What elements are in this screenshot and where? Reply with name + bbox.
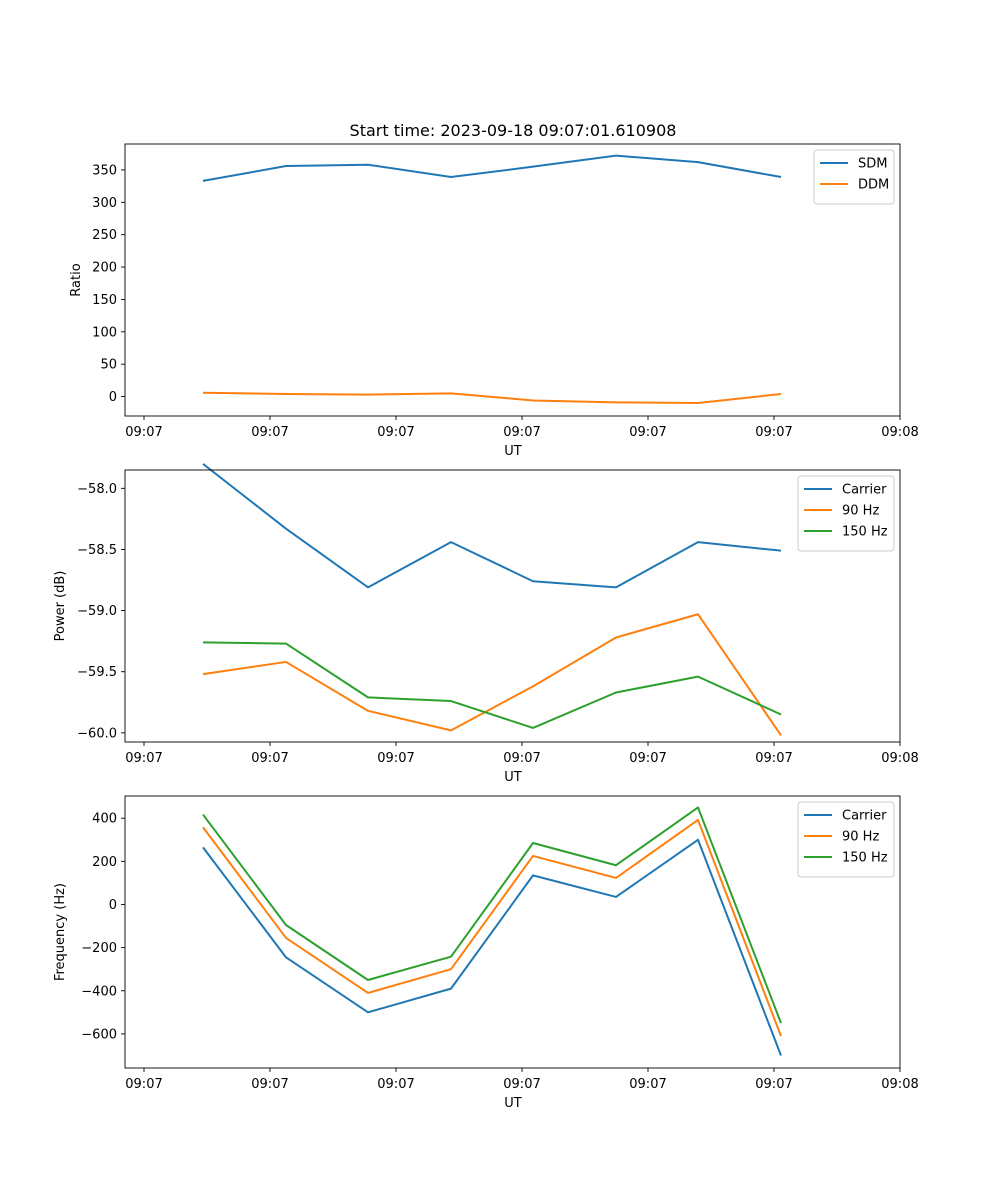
legend-label: Carrier — [842, 483, 887, 498]
series-line-carrier — [202, 838, 782, 1056]
y-axis-label: Power (dB) — [53, 571, 68, 642]
x-tick-label: 09:07 — [251, 751, 288, 766]
x-tick-label: 09:07 — [377, 1077, 414, 1092]
legend-label: SDM — [858, 157, 887, 172]
x-tick-label: 09:07 — [377, 751, 414, 766]
y-tick-label: −400 — [81, 984, 117, 999]
y-tick-label: 350 — [92, 163, 117, 178]
subplot-1: 09:07 09:07 09:07 09:07 09:07 09:07 09:08 0 50 10… — [69, 143, 919, 459]
x-tick-label: 09:07 — [125, 751, 162, 766]
y-tick-label: −200 — [81, 941, 117, 956]
y-tick-label: 400 — [92, 812, 117, 827]
y-tick-label: 0 — [109, 390, 117, 405]
x-tick-label: 09:07 — [503, 1077, 540, 1092]
x-axis-label: UT — [504, 1096, 522, 1111]
legend-box — [797, 801, 895, 878]
legend-label: DDM — [858, 178, 889, 193]
x-axis-label: UT — [504, 444, 522, 459]
axes-frame — [124, 795, 901, 1069]
figure-title: Start time: 2023-09-18 09:07:01.610908 — [350, 121, 677, 140]
legend-label: 90 Hz — [842, 830, 879, 845]
series-group — [202, 154, 782, 405]
y-tick-label: 50 — [100, 358, 117, 373]
series-line-90-hz — [202, 818, 782, 1037]
y-tick-label: −59.0 — [77, 604, 117, 619]
legend: Carrier 90 Hz 150 Hz — [797, 475, 895, 552]
series-group — [202, 806, 782, 1056]
subplot-2: 09:07 09:07 09:07 09:07 09:07 09:07 09:08 −60.0… — [53, 463, 919, 785]
legend-box — [797, 475, 895, 552]
x-tick-label: 09:08 — [881, 425, 918, 440]
y-axis-label: Frequency (Hz) — [53, 883, 68, 981]
series-group — [202, 463, 782, 736]
y-tick-label: −59.5 — [77, 665, 117, 680]
x-tick-label: 09:07 — [503, 425, 540, 440]
y-tick-label: 150 — [92, 293, 117, 308]
series-line-150-hz — [202, 641, 782, 729]
x-tick-label: 09:07 — [503, 751, 540, 766]
legend-label: 150 Hz — [842, 525, 888, 540]
x-tick-label: 09:08 — [881, 1077, 918, 1092]
x-tick-label: 09:07 — [377, 425, 414, 440]
series-line-sdm — [202, 154, 782, 182]
y-tick-label: 250 — [92, 228, 117, 243]
subplot-3: 09:07 09:07 09:07 09:07 09:07 09:07 09:08 −600 −… — [53, 795, 919, 1111]
x-tick-label: 09:07 — [125, 425, 162, 440]
y-tick-label: −58.0 — [77, 482, 117, 497]
series-line-ddm — [202, 391, 782, 405]
y-tick-label: −58.5 — [77, 543, 117, 558]
x-tick-label: 09:07 — [755, 425, 792, 440]
x-tick-label: 09:07 — [125, 1077, 162, 1092]
subplots: 09:07 09:07 09:07 09:07 09:07 09:07 09:08 0 50 10… — [53, 143, 919, 1111]
y-axis-label: Ratio — [69, 263, 84, 296]
x-tick-label: 09:08 — [881, 751, 918, 766]
y-tick-label: 300 — [92, 196, 117, 211]
legend-label: 150 Hz — [842, 851, 888, 866]
series-line-150-hz — [202, 806, 782, 1024]
y-tick-label: 100 — [92, 325, 117, 340]
x-tick-label: 09:07 — [629, 1077, 666, 1092]
x-tick-label: 09:07 — [629, 425, 666, 440]
y-tick-label: 0 — [109, 898, 117, 913]
y-tick-label: −600 — [81, 1027, 117, 1042]
y-tick-label: 200 — [92, 261, 117, 276]
x-tick-label: 09:07 — [251, 425, 288, 440]
axes-frame — [124, 143, 901, 417]
legend-label: Carrier — [842, 809, 887, 824]
y-tick-label: −60.0 — [77, 726, 117, 741]
x-tick-label: 09:07 — [755, 1077, 792, 1092]
x-tick-label: 09:07 — [629, 751, 666, 766]
legend: Carrier 90 Hz 150 Hz — [797, 801, 895, 878]
x-tick-label: 09:07 — [755, 751, 792, 766]
legend: SDM DDM — [813, 149, 895, 205]
x-axis-label: UT — [504, 770, 522, 785]
legend-label: 90 Hz — [842, 504, 879, 519]
series-line-90-hz — [202, 613, 782, 736]
x-tick-label: 09:07 — [251, 1077, 288, 1092]
y-tick-label: 200 — [92, 855, 117, 870]
axes-frame — [124, 469, 901, 743]
series-line-carrier — [202, 463, 782, 589]
